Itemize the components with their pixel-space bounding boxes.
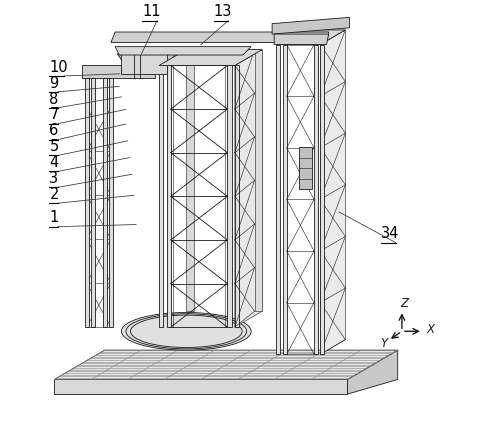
Polygon shape — [320, 30, 345, 354]
Polygon shape — [91, 78, 95, 327]
Polygon shape — [103, 78, 107, 327]
Polygon shape — [54, 379, 347, 394]
Polygon shape — [276, 30, 345, 45]
Text: 3: 3 — [49, 171, 59, 186]
Polygon shape — [159, 49, 262, 65]
Text: 9: 9 — [49, 76, 59, 91]
Polygon shape — [122, 53, 167, 74]
Text: 10: 10 — [49, 60, 68, 75]
Polygon shape — [227, 65, 232, 327]
Text: 11: 11 — [142, 5, 161, 19]
Polygon shape — [159, 65, 164, 327]
Polygon shape — [283, 45, 287, 354]
Polygon shape — [82, 65, 155, 78]
Text: 13: 13 — [213, 5, 232, 19]
Polygon shape — [54, 350, 398, 379]
Polygon shape — [274, 34, 329, 45]
Polygon shape — [166, 65, 171, 327]
Text: 8: 8 — [49, 92, 59, 106]
Text: 2: 2 — [49, 187, 59, 202]
Text: 7: 7 — [49, 108, 59, 122]
Polygon shape — [320, 45, 325, 354]
Polygon shape — [84, 78, 89, 327]
Polygon shape — [111, 32, 329, 43]
Polygon shape — [109, 78, 113, 327]
Polygon shape — [115, 47, 251, 55]
Polygon shape — [117, 54, 176, 65]
Polygon shape — [186, 49, 194, 311]
Polygon shape — [235, 65, 239, 327]
Polygon shape — [347, 350, 398, 394]
Text: 4: 4 — [49, 155, 59, 170]
Polygon shape — [314, 45, 318, 354]
Text: Z: Z — [400, 297, 408, 310]
Text: X: X — [426, 323, 434, 336]
Text: 5: 5 — [49, 139, 59, 154]
Text: 6: 6 — [49, 123, 59, 138]
Polygon shape — [235, 49, 262, 327]
Polygon shape — [299, 147, 312, 189]
Text: 34: 34 — [381, 226, 399, 241]
Text: 1: 1 — [49, 211, 59, 225]
Polygon shape — [272, 17, 350, 34]
Ellipse shape — [122, 312, 251, 350]
Polygon shape — [276, 45, 281, 354]
Polygon shape — [254, 49, 262, 311]
Text: Y: Y — [380, 337, 387, 350]
